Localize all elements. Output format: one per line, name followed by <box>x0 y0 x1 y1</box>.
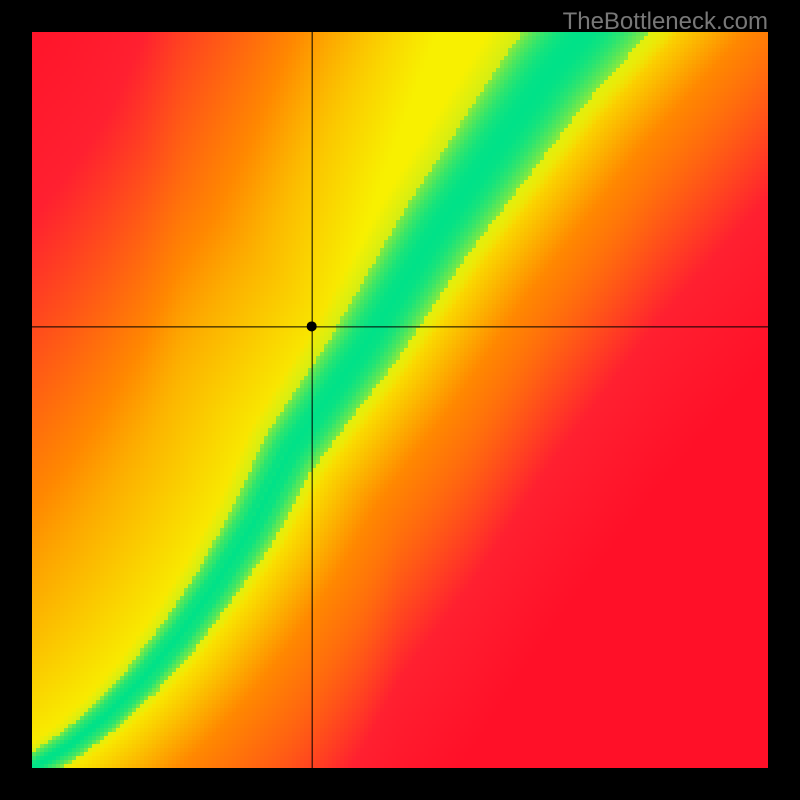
watermark-text: TheBottleneck.com <box>563 8 768 36</box>
bottleneck-heatmap <box>32 32 768 768</box>
